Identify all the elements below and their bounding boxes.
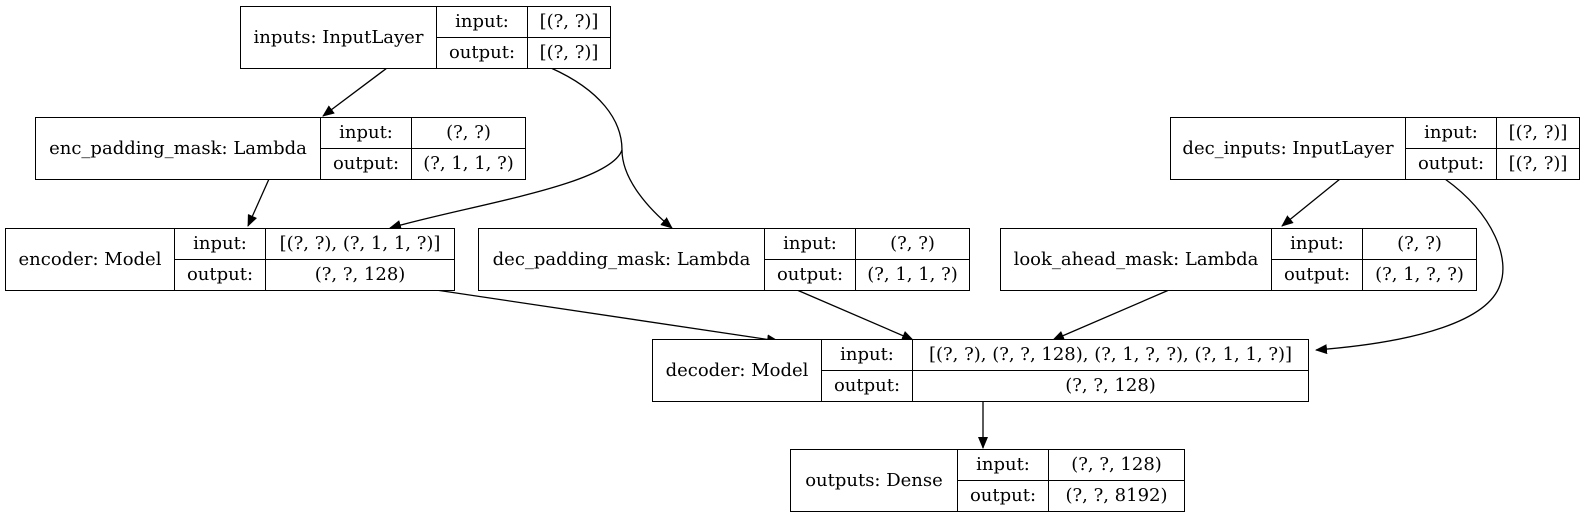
output-label: output: [821, 370, 913, 402]
input-label: input: [320, 117, 412, 149]
node-encoder: encoder: Model input: [(?, ?), (?, 1, 1,… [5, 228, 455, 291]
input-shape: [(?, ?), (?, 1, 1, ?)] [265, 228, 455, 260]
output-shape: (?, ?, 128) [265, 259, 455, 291]
input-shape: (?, ?) [411, 117, 526, 149]
output-label: output: [957, 480, 1049, 512]
input-shape: [(?, ?), (?, ?, 128), (?, 1, ?, ?), (?, … [912, 339, 1309, 371]
output-label: output: [320, 148, 412, 180]
input-shape: (?, ?) [1362, 228, 1477, 260]
output-shape: [(?, ?)] [1496, 148, 1580, 180]
node-name: look_ahead_mask: Lambda [1000, 228, 1272, 291]
edge-dec-inputs-to-look-ahead-mask [1281, 178, 1341, 227]
input-shape: (?, ?) [855, 228, 970, 260]
input-label: input: [174, 228, 266, 260]
output-shape: [(?, ?)] [527, 37, 611, 69]
edge-dec-inputs-to-decoder [1315, 178, 1504, 355]
edge-inputs-to-encoder [389, 149, 623, 230]
output-label: output: [1405, 148, 1497, 180]
output-shape: (?, 1, ?, ?) [1362, 259, 1477, 291]
node-name: enc_padding_mask: Lambda [35, 117, 321, 180]
input-label: input: [957, 449, 1049, 481]
node-name: dec_inputs: InputLayer [1170, 117, 1406, 180]
output-shape: (?, 1, 1, ?) [411, 148, 526, 180]
edge-inputs-to-dec-padding-mask [550, 67, 673, 229]
edge-look-ahead-mask-to-decoder [1052, 289, 1170, 341]
input-shape: [(?, ?)] [1496, 117, 1580, 149]
output-label: output: [1271, 259, 1363, 291]
node-inputs: inputs: InputLayer input: [(?, ?)] outpu… [240, 6, 611, 69]
node-name: decoder: Model [652, 339, 822, 402]
input-label: input: [764, 228, 856, 260]
edge-dec-padding-mask-to-decoder [796, 289, 914, 341]
output-label: output: [764, 259, 856, 291]
edge-encoder-to-decoder [435, 289, 779, 345]
node-name: inputs: InputLayer [240, 6, 437, 69]
edge-enc-padding-mask-to-encoder [247, 178, 270, 227]
output-shape: (?, ?, 8192) [1048, 480, 1185, 512]
output-shape: (?, ?, 128) [912, 370, 1309, 402]
node-name: outputs: Dense [790, 449, 958, 512]
input-shape: (?, ?, 128) [1048, 449, 1185, 481]
node-decoder: decoder: Model input: [(?, ?), (?, ?, 12… [652, 339, 1309, 402]
output-shape: (?, 1, 1, ?) [855, 259, 970, 291]
input-label: input: [821, 339, 913, 371]
edge-inputs-to-enc-padding-mask [322, 67, 388, 117]
node-name: encoder: Model [5, 228, 175, 291]
output-label: output: [436, 37, 528, 69]
node-look-ahead-mask: look_ahead_mask: Lambda input: (?, ?) ou… [1000, 228, 1477, 291]
node-name: dec_padding_mask: Lambda [478, 228, 765, 291]
node-dec-inputs: dec_inputs: InputLayer input: [(?, ?)] o… [1170, 117, 1580, 180]
node-dec-padding-mask: dec_padding_mask: Lambda input: (?, ?) o… [478, 228, 970, 291]
node-outputs: outputs: Dense input: (?, ?, 128) output… [790, 449, 1185, 512]
input-label: input: [1271, 228, 1363, 260]
output-label: output: [174, 259, 266, 291]
input-label: input: [1405, 117, 1497, 149]
input-shape: [(?, ?)] [527, 6, 611, 38]
input-label: input: [436, 6, 528, 38]
node-enc-padding-mask: enc_padding_mask: Lambda input: (?, ?) o… [35, 117, 526, 180]
